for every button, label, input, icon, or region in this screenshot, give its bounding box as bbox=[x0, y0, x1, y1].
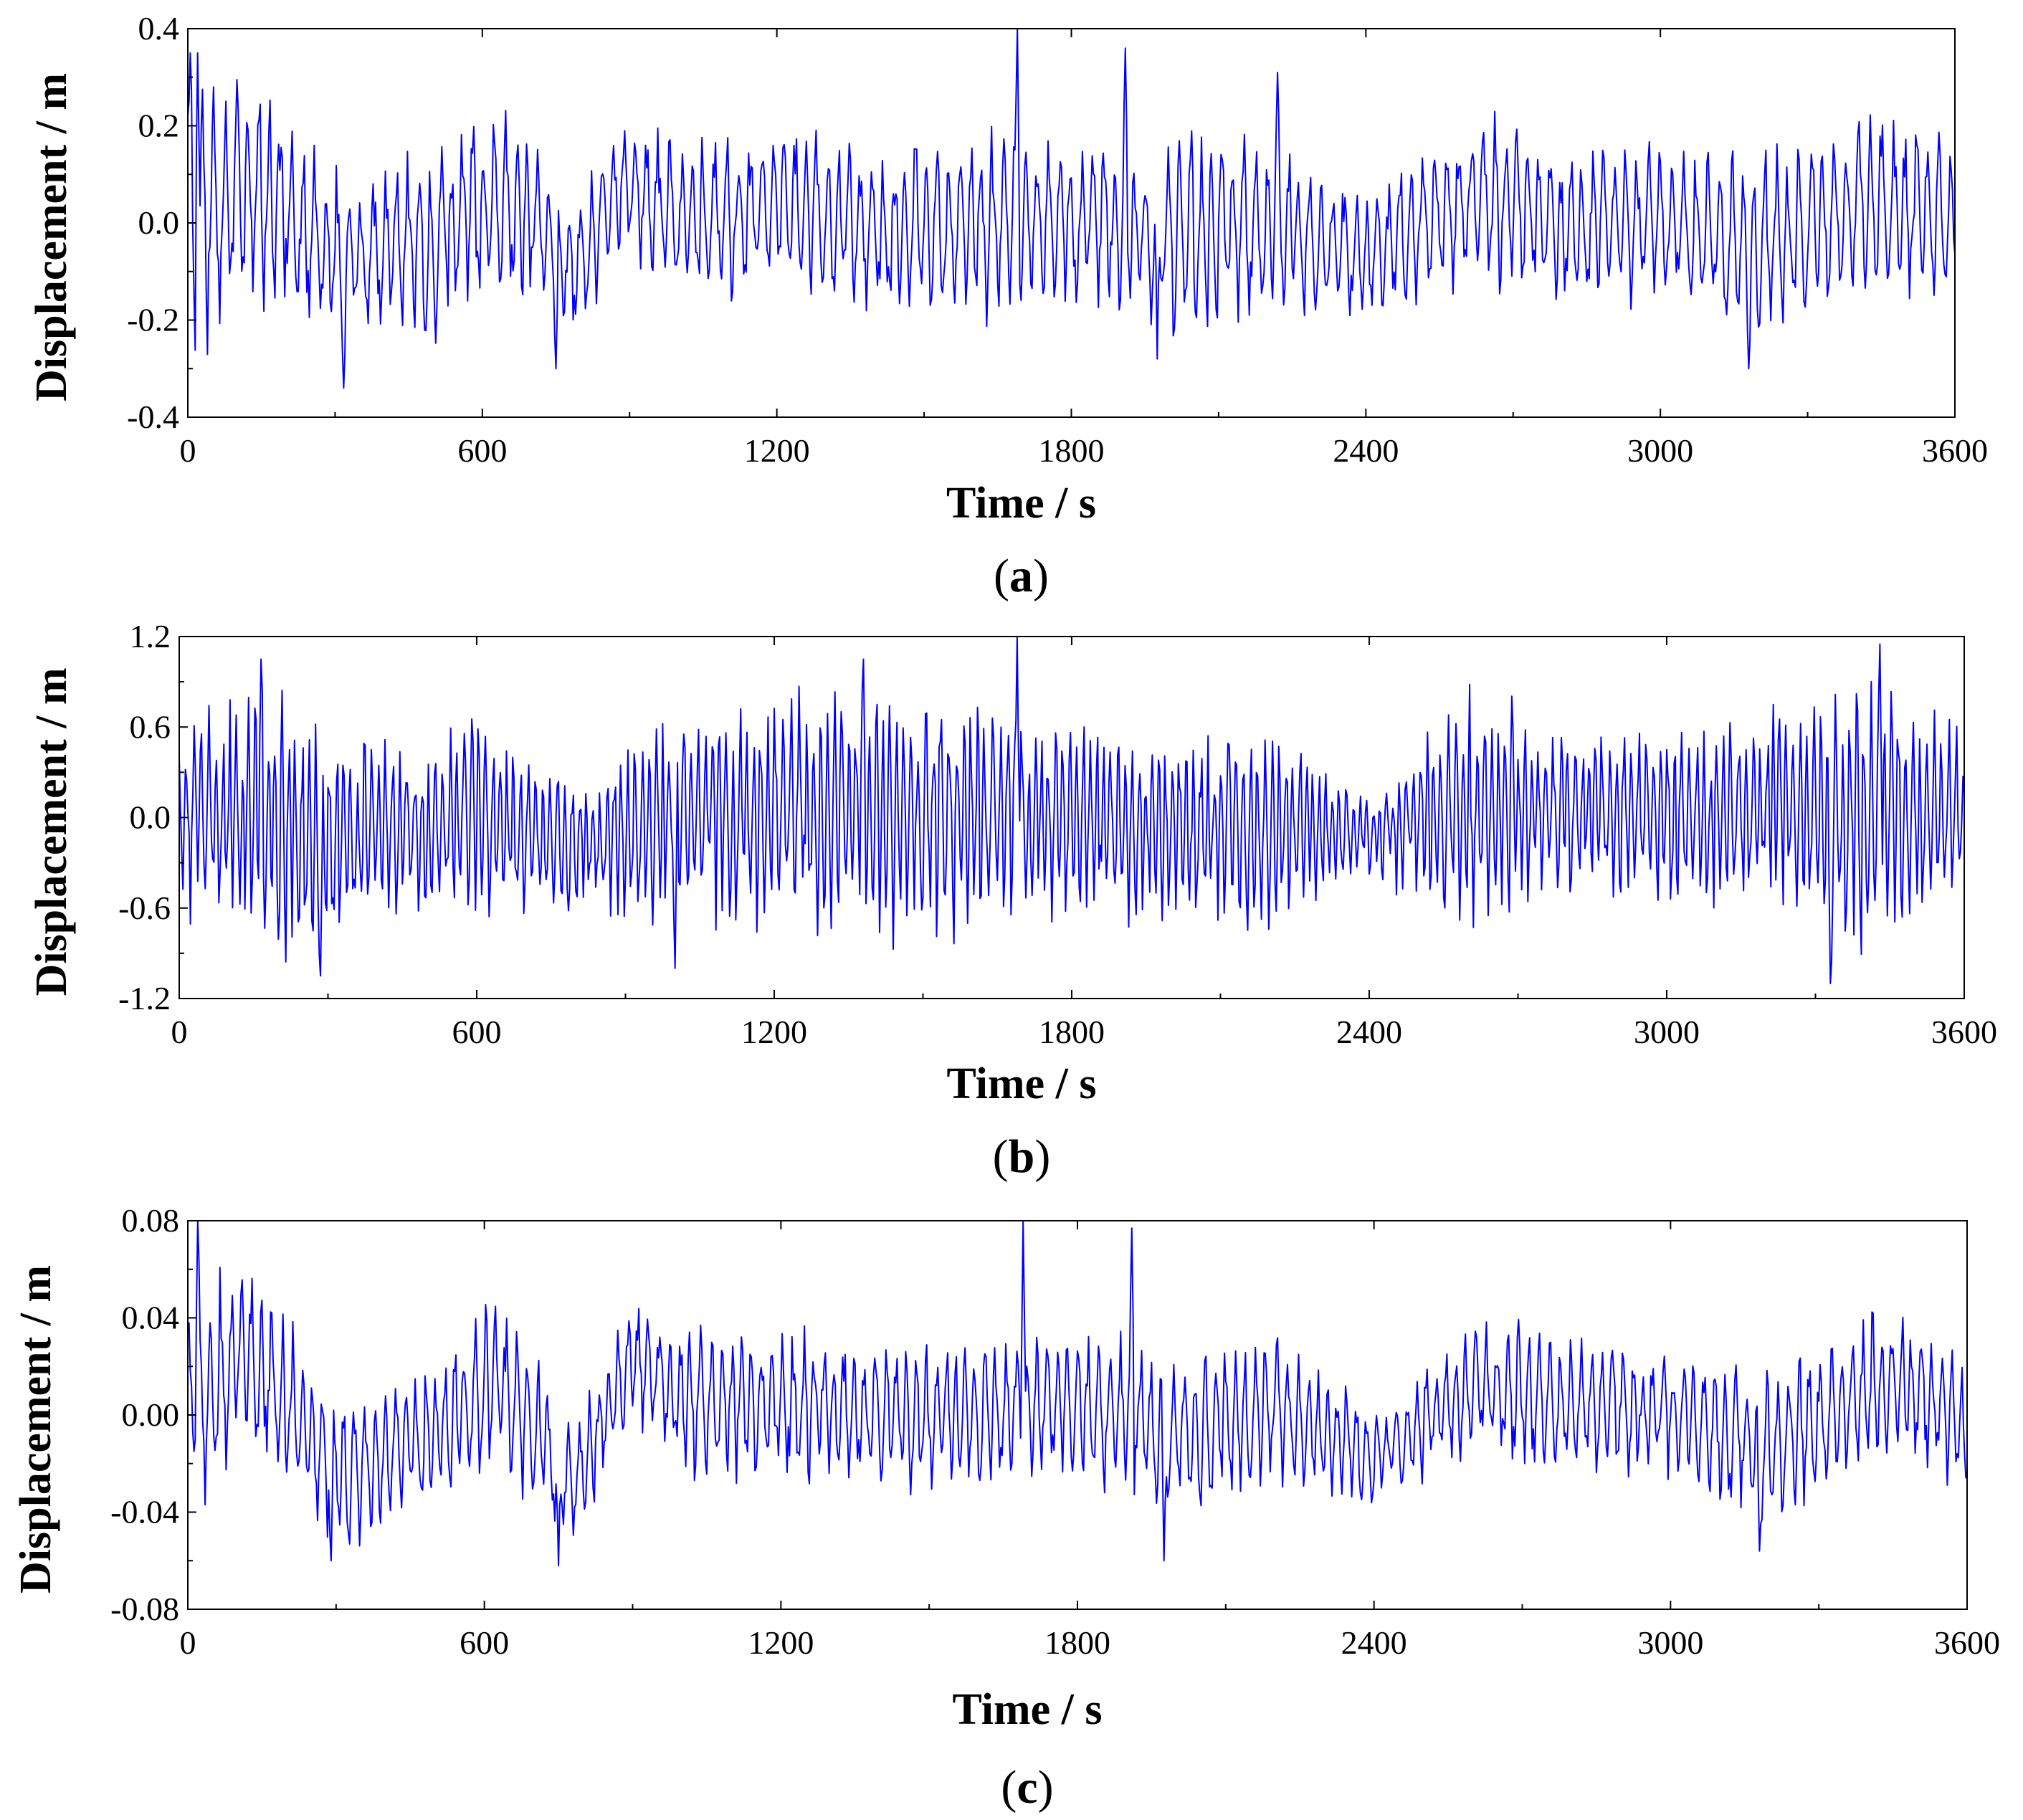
y-axis-title: Displacement / m bbox=[27, 73, 76, 401]
x-tick-label: 0 bbox=[180, 1624, 196, 1661]
x-tick-label: 1200 bbox=[748, 1624, 814, 1661]
y-tick-label: -1.2 bbox=[118, 980, 171, 1016]
y-tick-label: 0.2 bbox=[138, 108, 180, 144]
y-tick-label: 0.04 bbox=[122, 1300, 180, 1336]
caption-paren-open: ( bbox=[993, 1130, 1009, 1183]
y-tick-label: 0.4 bbox=[138, 10, 180, 47]
panel-caption-a: (a) bbox=[994, 550, 1049, 602]
x-tick-label: 1200 bbox=[744, 432, 810, 469]
series-line-b bbox=[178, 636, 1965, 984]
x-tick-label: 3000 bbox=[1637, 1624, 1703, 1661]
chart-panel-c: 0 600 1200 1800 2400 3000 3600 -0.08 -0.04 0.00 0.… bbox=[11, 1202, 2000, 1814]
y-tick-label: 0.00 bbox=[122, 1396, 180, 1433]
series-line-a bbox=[187, 28, 1956, 389]
x-axis-title: Time / s bbox=[947, 1059, 1097, 1108]
y-tick-label: -0.08 bbox=[110, 1591, 179, 1627]
x-tick-label: 600 bbox=[460, 1624, 509, 1661]
x-tick-label: 0 bbox=[171, 1014, 188, 1050]
caption-letter: b bbox=[1009, 1130, 1035, 1183]
y-tick-label: 0.08 bbox=[122, 1202, 180, 1239]
x-tick-label: 0 bbox=[180, 432, 196, 469]
x-tick-label: 3000 bbox=[1634, 1014, 1700, 1050]
y-tick-label: 0.0 bbox=[138, 204, 180, 241]
caption-paren-close: ) bbox=[1034, 1130, 1050, 1183]
x-tick-label: 3600 bbox=[1931, 1014, 1997, 1050]
caption-letter: c bbox=[1017, 1761, 1037, 1814]
x-tick-label: 600 bbox=[452, 1014, 502, 1050]
x-tick-label: 2400 bbox=[1341, 1624, 1407, 1661]
x-axis-title: Time / s bbox=[946, 479, 1096, 528]
y-tick-label: -0.6 bbox=[118, 890, 171, 926]
x-tick-label: 600 bbox=[457, 432, 507, 469]
x-tick-label: 2400 bbox=[1336, 1014, 1402, 1050]
y-tick-label: -0.2 bbox=[127, 302, 179, 338]
chart-panel-b: 0 600 1200 1800 2400 3000 3600 -1.2 -0.6 0.0 0.6 1.… bbox=[27, 618, 1997, 1183]
caption-paren-open: ( bbox=[994, 550, 1009, 602]
y-axis-title: Displacement / m bbox=[27, 667, 76, 996]
y-tick-label: 0.0 bbox=[130, 799, 171, 836]
y-axis-title: Displacement / m bbox=[11, 1265, 60, 1593]
y-tick-label: -0.4 bbox=[127, 399, 179, 435]
series-line-c bbox=[187, 1220, 1968, 1566]
x-tick-label: 1800 bbox=[1039, 432, 1105, 469]
caption-paren-open: ( bbox=[1001, 1761, 1017, 1814]
caption-letter: a bbox=[1009, 550, 1033, 602]
x-tick-label: 3000 bbox=[1627, 432, 1693, 469]
y-tick-label: -0.04 bbox=[110, 1494, 179, 1530]
x-tick-label: 3600 bbox=[1922, 432, 1988, 469]
x-tick-label: 1800 bbox=[1039, 1014, 1105, 1050]
chart-panel-a: 0 600 1200 1800 2400 3000 3600 -0.4 -0.2 0.0 0.2 0.… bbox=[27, 10, 1988, 602]
x-tick-label: 2400 bbox=[1333, 432, 1399, 469]
x-tick-label: 3600 bbox=[1934, 1624, 2000, 1661]
y-tick-label: 0.6 bbox=[130, 708, 171, 745]
panel-caption-b: (b) bbox=[993, 1130, 1051, 1183]
caption-paren-close: ) bbox=[1033, 550, 1049, 602]
caption-paren-close: ) bbox=[1038, 1761, 1054, 1814]
x-tick-label: 1200 bbox=[741, 1014, 807, 1050]
panel-caption-c: (c) bbox=[1001, 1761, 1053, 1814]
x-tick-label: 1800 bbox=[1044, 1624, 1110, 1661]
x-axis-title: Time / s bbox=[953, 1685, 1103, 1734]
y-tick-label: 1.2 bbox=[130, 618, 171, 654]
